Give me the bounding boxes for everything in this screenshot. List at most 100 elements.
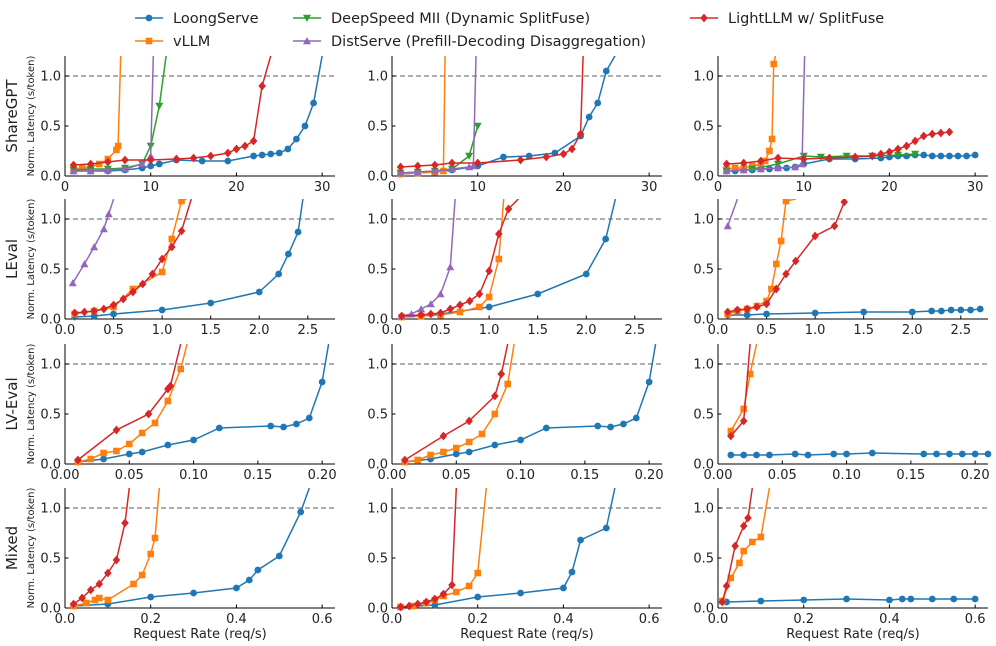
data-point (430, 167, 439, 175)
panel-lv-eval-1: 0.0 0.5 1.0 0.00 0.05 0.10 0.15 0.20 (367, 344, 664, 483)
data-point (898, 595, 906, 603)
x-tick-label: 0.6 (639, 612, 660, 627)
legend: LoongServe vLLM DeepSpeed MII (Dynamic Spl… (135, 11, 884, 50)
data-point (232, 144, 241, 154)
x-tick-label: 1.0 (152, 323, 173, 338)
x-tick-label: 10 (142, 180, 159, 195)
data-point (410, 602, 417, 610)
x-tick-label: 0.5 (103, 323, 124, 338)
y-tick-label: 0.5 (367, 263, 388, 278)
data-point (868, 449, 876, 457)
data-point (731, 541, 739, 551)
series-distserve-prefill-decoding-disaggregation (723, 199, 739, 230)
data-point (877, 149, 885, 159)
data-point (90, 306, 98, 316)
x-tick-label: 30 (641, 180, 658, 195)
y-tick-label: 0.5 (40, 552, 61, 567)
series-line (73, 488, 161, 607)
data-point (401, 455, 409, 465)
data-point (305, 414, 313, 422)
x-axis-label: Request Rate (req/s) (786, 627, 920, 642)
x-tick-label: 30 (314, 180, 331, 195)
data-point (87, 455, 95, 463)
data-point (947, 306, 955, 314)
data-point (768, 285, 775, 293)
data-point (902, 141, 911, 151)
x-tick-label: 0.0 (382, 612, 403, 627)
series-line (77, 344, 188, 463)
data-point (267, 150, 275, 158)
y-axis-label: Norm. Latency (s/token) (26, 56, 37, 177)
y-tick-label: 0.0 (367, 602, 388, 617)
series-group (401, 344, 657, 466)
data-point (607, 423, 614, 431)
data-point (70, 308, 79, 318)
x-tick-label: 0.15 (570, 468, 599, 483)
data-point (723, 307, 732, 317)
data-point (525, 152, 533, 160)
data-point (177, 365, 185, 373)
data-point (121, 155, 129, 165)
data-point (542, 152, 551, 162)
y-tick-label: 1.0 (367, 70, 388, 85)
data-point (933, 450, 940, 458)
data-point (104, 568, 112, 578)
data-point (190, 436, 197, 444)
x-tick-label: 10 (795, 180, 812, 195)
data-point (275, 552, 283, 560)
series-line (74, 199, 304, 318)
data-point (258, 151, 266, 159)
data-point (920, 450, 928, 458)
data-point (69, 160, 78, 170)
data-point (495, 255, 503, 263)
data-point (100, 304, 108, 314)
y-tick-label: 1.0 (367, 502, 388, 517)
legend-label: DeepSpeed MII (Dynamic SplitFuse) (331, 11, 590, 27)
data-point (723, 222, 732, 230)
data-point (485, 293, 493, 301)
series-vllm (723, 56, 778, 173)
data-point (413, 161, 422, 171)
data-point (112, 425, 121, 435)
data-point (757, 597, 765, 605)
data-point (937, 128, 945, 138)
legend-marker (145, 14, 153, 22)
data-point (976, 305, 984, 313)
legend-item-vllm: vLLM (135, 34, 210, 50)
x-axis-label: Request Rate (req/s) (460, 627, 594, 642)
data-point (439, 589, 448, 599)
data-point (121, 165, 129, 173)
x-tick-label: 0.10 (179, 468, 208, 483)
data-point (469, 162, 478, 170)
data-point (436, 308, 445, 318)
data-point (799, 154, 808, 164)
series-line (400, 488, 458, 608)
data-point (474, 593, 482, 601)
series-loongserve (723, 595, 979, 606)
data-point (119, 294, 128, 304)
data-point (830, 450, 838, 458)
data-point (722, 159, 731, 169)
panel-sharegpt-1: 0.0 0.5 1.0 0 10 20 30 (367, 56, 662, 195)
series-lightllm-w-splitfuse (718, 488, 754, 607)
data-point (816, 153, 825, 161)
data-point (739, 416, 748, 426)
x-tick-label: 0.2 (793, 612, 814, 627)
panel-mixed-2: 0.0 0.5 1.0 0.0 0.2 0.4 0.6 (693, 488, 988, 627)
x-tick-label: 2.5 (950, 323, 971, 338)
data-point (456, 300, 464, 310)
row-label-mixed: Mixed (3, 526, 21, 570)
data-point (452, 444, 460, 452)
data-point (413, 599, 422, 609)
data-point (104, 157, 112, 167)
data-point (620, 420, 627, 428)
series-vllm (70, 488, 161, 610)
series-loongserve (70, 488, 311, 610)
data-point (766, 451, 773, 459)
data-point (774, 164, 782, 172)
data-point (224, 157, 232, 165)
data-point (772, 260, 780, 268)
x-tick-label: 0.15 (896, 468, 925, 483)
data-point (147, 162, 155, 170)
data-point (297, 508, 305, 516)
